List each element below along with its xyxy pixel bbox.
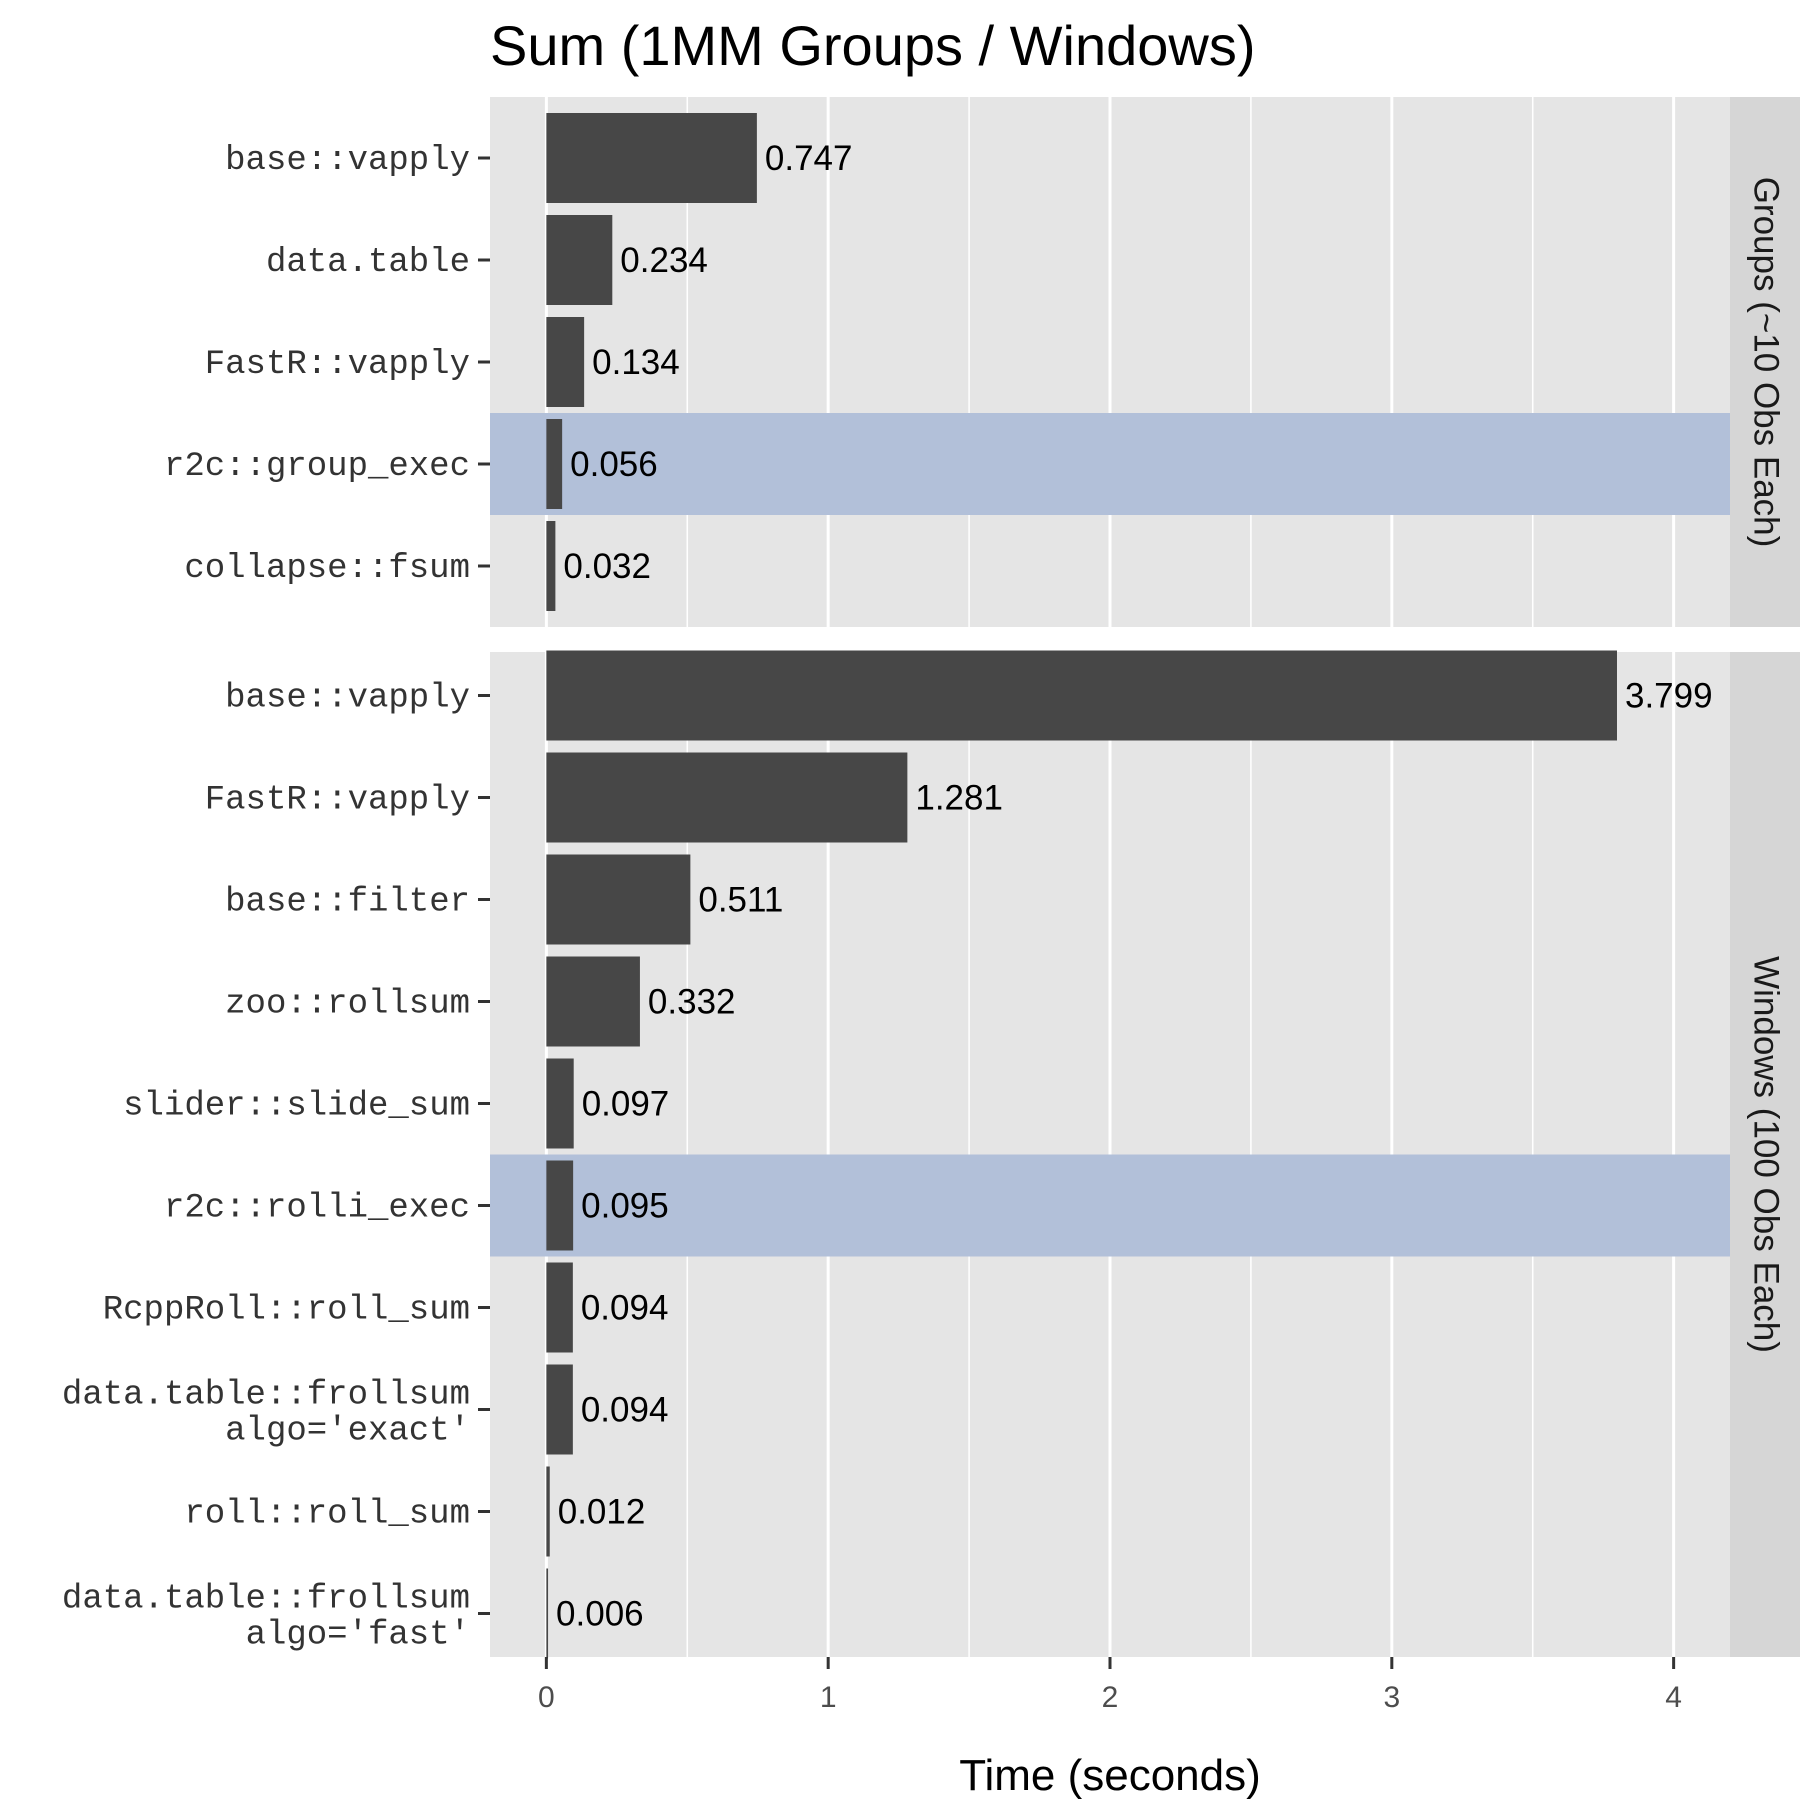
y-tick-label-line: algo='exact'	[225, 1413, 470, 1451]
y-tick-label: slider::slide_sum	[123, 1088, 470, 1126]
x-axis: 0 1 2 3 4	[538, 1657, 1682, 1714]
y-tick-label: roll::roll_sum	[184, 1496, 470, 1534]
x-tick-label: 0	[538, 1681, 555, 1714]
data-label: 0.234	[620, 241, 708, 280]
bar	[546, 1058, 574, 1149]
y-tick-label-line: algo='fast'	[246, 1617, 470, 1655]
bar	[546, 215, 613, 305]
bar	[546, 1160, 574, 1251]
facet-strip-label: Windows (100 Obs Each)	[1747, 956, 1786, 1353]
highlight-band	[490, 413, 1730, 515]
y-tick-label-line: FastR::vapply	[205, 782, 470, 820]
bar	[546, 1466, 550, 1557]
y-tick-label: base::vapply	[225, 142, 470, 180]
y-tick-label-line: data.table::frollsum	[62, 1377, 470, 1415]
y-tick-label-line: slider::slide_sum	[123, 1088, 470, 1126]
data-label: 0.134	[592, 343, 680, 382]
y-tick-label: data.table::frollsum algo='exact'	[62, 1377, 470, 1451]
chart-panels: 0.747base::vapply0.234data.table0.134Fas…	[62, 97, 1800, 1659]
y-tick-label: r2c::rolli_exec	[164, 1190, 470, 1228]
y-tick-label: base::vapply	[225, 680, 470, 718]
chart-title: Sum (1MM Groups / Windows)	[490, 14, 1256, 77]
data-label: 0.097	[582, 1085, 670, 1124]
x-axis-title: Time (seconds)	[959, 1751, 1261, 1800]
bar	[546, 113, 757, 203]
y-tick-label-line: r2c::rolli_exec	[164, 1190, 470, 1228]
data-label: 0.056	[570, 445, 658, 484]
y-tick-label-line: zoo::rollsum	[225, 986, 470, 1024]
y-tick-label: base::filter	[225, 884, 470, 922]
highlight-band	[490, 1154, 1730, 1257]
bar	[546, 854, 691, 945]
y-tick-label: FastR::vapply	[205, 782, 470, 820]
bar	[546, 521, 556, 611]
x-tick-label: 2	[1102, 1681, 1119, 1714]
data-label: 0.747	[765, 139, 853, 178]
facet-strip	[1730, 652, 1800, 1657]
data-label: 0.032	[563, 547, 651, 586]
y-tick-label: RcppRoll::roll_sum	[103, 1292, 470, 1330]
y-tick-label-line: base::vapply	[225, 142, 470, 180]
y-tick-label: data.table	[266, 244, 470, 282]
bar	[546, 1568, 549, 1659]
y-tick-label-line: data.table::frollsum	[62, 1581, 470, 1619]
x-tick-label: 4	[1665, 1681, 1682, 1714]
data-label: 3.799	[1625, 677, 1713, 716]
y-tick-label-line: RcppRoll::roll_sum	[103, 1292, 470, 1330]
data-label: 0.094	[581, 1289, 669, 1328]
y-tick-label-line: collapse::fsum	[184, 550, 470, 588]
y-tick-label-line: roll::roll_sum	[184, 1496, 470, 1534]
facet-strip	[1730, 97, 1800, 627]
data-label: 0.095	[581, 1187, 669, 1226]
y-tick-label: FastR::vapply	[205, 346, 470, 384]
data-label: 0.094	[581, 1391, 669, 1430]
data-label: 0.006	[556, 1595, 644, 1634]
bar	[546, 1262, 573, 1353]
y-tick-label-line: base::filter	[225, 884, 470, 922]
y-tick-label-line: data.table	[266, 244, 470, 282]
y-tick-label: r2c::group_exec	[164, 448, 470, 486]
bar	[546, 419, 563, 509]
y-tick-label-line: FastR::vapply	[205, 346, 470, 384]
facet-strip-label: Groups (~10 Obs Each)	[1747, 177, 1786, 548]
data-label: 0.332	[648, 983, 736, 1022]
y-tick-label-line: r2c::group_exec	[164, 448, 470, 486]
bar	[546, 650, 1617, 741]
x-tick-label: 1	[820, 1681, 837, 1714]
bar	[546, 956, 640, 1047]
data-label: 0.511	[698, 881, 783, 920]
bar	[546, 1364, 573, 1455]
x-tick-label: 3	[1383, 1681, 1400, 1714]
y-tick-label: data.table::frollsum algo='fast'	[62, 1581, 470, 1655]
y-tick-label: zoo::rollsum	[225, 986, 470, 1024]
bar	[546, 317, 585, 407]
data-label: 1.281	[915, 779, 1003, 818]
y-tick-label-line: base::vapply	[225, 680, 470, 718]
data-label: 0.012	[558, 1493, 646, 1532]
y-tick-label: collapse::fsum	[184, 550, 470, 588]
bar	[546, 752, 908, 843]
